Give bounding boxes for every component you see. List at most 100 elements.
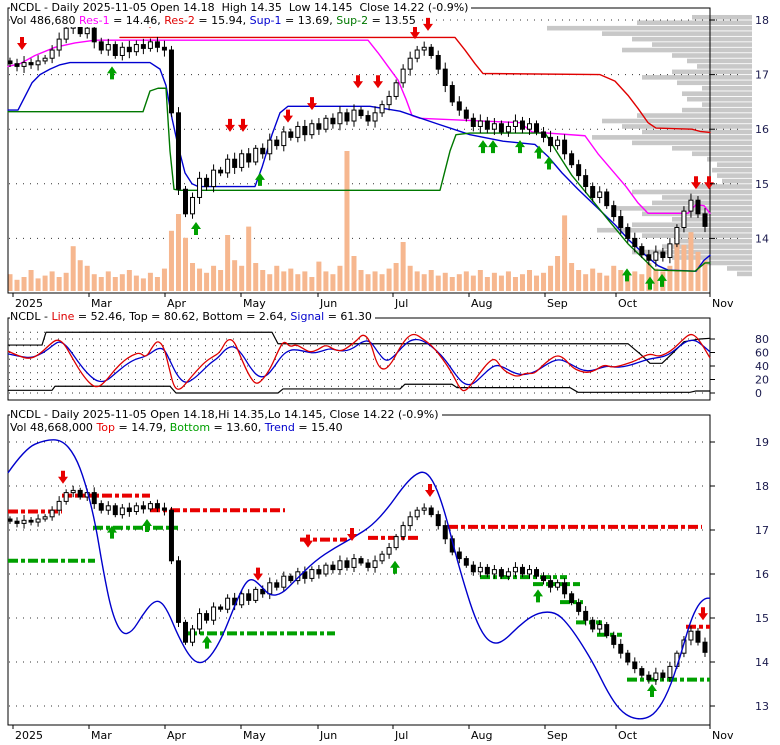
sell-signal-arrow	[691, 176, 701, 190]
buy-signal-arrow	[657, 273, 667, 287]
bands-plot-area[interactable]	[8, 415, 710, 725]
sell-signal-arrow	[423, 17, 433, 31]
y-axis-label: 20	[755, 374, 769, 387]
oscillator-title-part: NCDL -	[10, 310, 52, 323]
price-panel-plot-area[interactable]	[8, 8, 710, 293]
price-title-part: = 13.69,	[281, 14, 337, 27]
y-axis-label: 14	[755, 656, 769, 669]
oscillator-lines	[7, 333, 711, 392]
buy-signal-arrow	[647, 684, 657, 697]
y-axis-label: 15	[755, 612, 769, 625]
y-axis-label: 18	[755, 480, 769, 493]
sell-signal-arrow	[238, 118, 248, 132]
price-title-part: Sup-2	[336, 14, 369, 27]
price-title-part: NCDL - Daily 2025-11-05 Open 14.18 High …	[10, 1, 469, 14]
oscillator-plot-area[interactable]	[8, 318, 710, 400]
buy-signal-arrow	[107, 525, 117, 539]
oscillator-title-part: Line	[51, 310, 75, 323]
price-panel-title-line1: NCDL - Daily 2025-11-05 Open 14.18 High …	[10, 1, 472, 14]
x-axis-label: Nov	[712, 297, 734, 310]
sell-signal-arrow	[410, 26, 420, 40]
bands-signal-arrows	[58, 470, 708, 697]
bands-title-part: = 14.79,	[115, 421, 170, 434]
buy-signal-arrow	[488, 140, 498, 154]
bands-title-part: = 15.40	[294, 421, 343, 434]
buy-signal-arrow	[255, 172, 265, 186]
bands-title-part: Vol 48,668,000	[10, 421, 97, 434]
bands-title-part: NCDL - Daily 2025-11-05 Open 14.18,Hi 14…	[10, 408, 439, 421]
x-axis-label: May	[243, 297, 266, 310]
x-axis-label: Oct	[618, 729, 638, 742]
sell-signal-arrow	[253, 567, 263, 581]
sell-signal-arrow	[425, 484, 435, 497]
x-axis-label: Mar	[91, 729, 112, 742]
sell-signal-arrow	[698, 607, 708, 621]
oscillator-panel-title: NCDL - Line = 52.46, Top = 80.62, Bottom…	[10, 311, 375, 323]
x-axis-label: Sep	[547, 729, 568, 742]
price-title-part: = 15.94,	[194, 14, 250, 27]
price-axis: 14 15 16 17 18	[710, 14, 769, 245]
oscillator-bands	[7, 331, 711, 394]
y-axis-label: 14	[755, 232, 769, 245]
bands-title-part: = 13.60,	[210, 421, 265, 434]
bands-title-part: Top	[96, 421, 115, 434]
buy-signal-arrow	[191, 222, 201, 236]
sell-signal-arrow	[58, 470, 68, 484]
oscillator-title-part: = 61.30	[324, 310, 372, 323]
bands-panel-title-line1: NCDL - Daily 2025-11-05 Open 14.18,Hi 14…	[10, 409, 442, 421]
candlesticks	[7, 19, 708, 267]
buy-signal-arrow	[202, 635, 212, 649]
buy-signal-arrow	[544, 156, 554, 170]
bands-grid	[9, 441, 709, 707]
y-axis-label: 13	[755, 700, 769, 713]
sell-signal-arrow	[225, 118, 235, 132]
x-axis-label: 2025	[15, 297, 43, 310]
buy-signal-arrow	[622, 268, 632, 282]
price-x-axis: 2025 Mar Apr May Jun Jul Aug Sep Oct Nov	[12, 293, 734, 310]
x-axis-label: Apr	[167, 297, 187, 310]
candlesticks-bands-panel	[7, 485, 708, 685]
price-title-part: Sup-1	[249, 14, 282, 27]
bands-axis: 13 14 15 16 17 18 19	[710, 436, 769, 713]
price-title-part: Res-2	[164, 14, 195, 27]
sell-signal-arrow	[303, 534, 313, 548]
y-axis-label: 0	[755, 387, 762, 400]
y-axis-label: 16	[755, 568, 769, 581]
x-axis-label: May	[243, 729, 266, 742]
oscillator-title-part: = 52.46, Top = 80.62, Bottom = 2.64,	[74, 310, 291, 323]
sell-signal-arrow	[17, 37, 27, 51]
bands-title-part: Bottom	[169, 421, 211, 434]
x-axis-label: Nov	[712, 729, 734, 742]
sell-signal-arrow	[347, 528, 357, 541]
x-axis-label: Mar	[91, 297, 112, 310]
y-axis-label: 60	[755, 347, 769, 360]
price-title-part: Res-1	[78, 14, 110, 27]
y-axis-label: 18	[755, 14, 769, 27]
y-axis-label: 16	[755, 123, 769, 136]
sell-signal-arrow	[373, 75, 383, 89]
buy-signal-arrow	[515, 140, 525, 154]
x-axis-label: Aug	[471, 729, 492, 742]
y-axis-label: 17	[755, 69, 769, 82]
sell-signal-arrow	[283, 109, 293, 123]
buy-signal-arrow	[478, 140, 488, 154]
y-axis-label: 17	[755, 524, 769, 537]
buy-signal-arrow	[534, 145, 544, 159]
x-axis-label: Sep	[547, 297, 568, 310]
x-axis-label: Jun	[319, 729, 337, 742]
x-axis-label: Jun	[319, 297, 337, 310]
price-panel-title-line2: Vol 486,680 Res-1 = 14.46, Res-2 = 15.94…	[10, 15, 419, 27]
volume-bars	[7, 151, 708, 291]
x-axis-label: Apr	[167, 729, 187, 742]
x-axis-label: Jul	[394, 297, 408, 310]
support-resistance-lines	[7, 36, 711, 272]
x-axis-label: Oct	[618, 297, 638, 310]
y-axis-label: 40	[755, 360, 769, 373]
y-axis-label: 19	[755, 436, 769, 449]
oscillator-title-part: Signal	[290, 310, 325, 323]
buy-signal-arrow	[142, 519, 152, 532]
buy-signal-arrow	[645, 276, 655, 290]
x-axis-label: 2025	[15, 729, 43, 742]
